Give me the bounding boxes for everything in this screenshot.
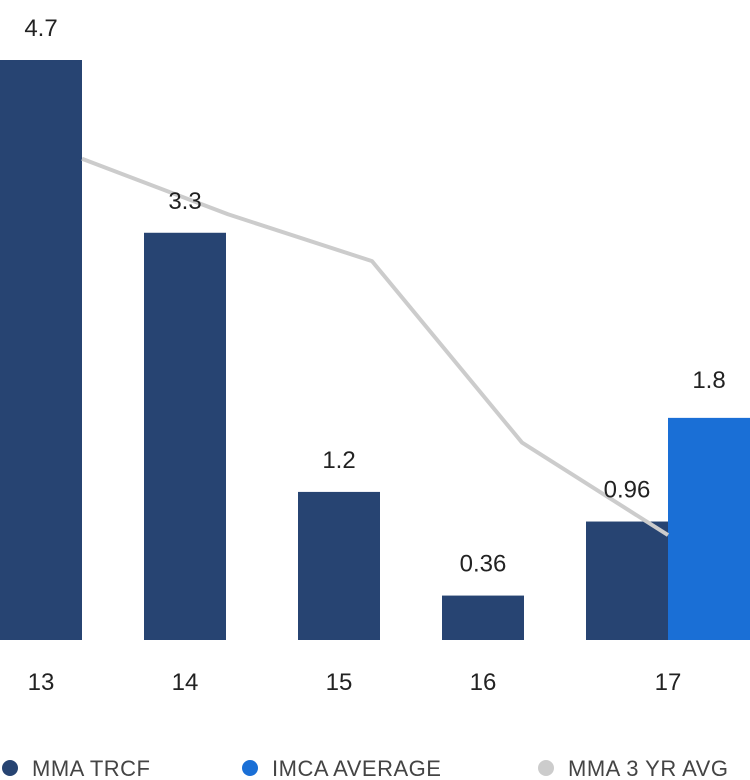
legend-label-2: MMA 3 YR AVG xyxy=(568,756,728,780)
legend-item-2: MMA 3 YR AVG xyxy=(538,756,728,780)
line-mma-3-yr-avg xyxy=(81,156,670,537)
data-label-mma-trcf-13: 4.7 xyxy=(24,15,57,42)
bar-mma-trcf-15 xyxy=(298,491,380,640)
data-label-mma-trcf-17: 0.96 xyxy=(604,477,651,504)
labels-layer: 4.7 3.3 1.2 0.36 0.96 1.8 xyxy=(24,15,725,578)
bar-mma-trcf-14 xyxy=(144,232,226,640)
data-label-imca-average-17: 1.8 xyxy=(692,367,725,394)
bar-mma-trcf-13 xyxy=(0,60,82,640)
legend-marker-1 xyxy=(242,760,258,776)
legend-item-0: MMA TRCF xyxy=(2,756,150,780)
x-tick-label-14: 14 xyxy=(172,669,199,696)
bar-imca-average-17 xyxy=(668,417,750,640)
legend-marker-0 xyxy=(2,760,18,776)
line-layer xyxy=(81,156,670,537)
legend: MMA TRCF IMCA AVERAGE MMA 3 YR AVG xyxy=(2,756,728,780)
data-label-mma-trcf-15: 1.2 xyxy=(322,447,355,474)
x-tick-label-13: 13 xyxy=(28,669,55,696)
legend-marker-2 xyxy=(538,760,554,776)
x-axis-ticks: 13 14 15 16 17 xyxy=(28,669,682,696)
bar-mma-trcf-17 xyxy=(586,521,668,640)
x-tick-label-17: 17 xyxy=(655,669,682,696)
bar-mma-trcf-16 xyxy=(442,595,524,640)
legend-item-1: IMCA AVERAGE xyxy=(242,756,441,780)
data-label-mma-trcf-14: 3.3 xyxy=(168,188,201,215)
x-tick-label-16: 16 xyxy=(470,669,497,696)
data-label-mma-trcf-16: 0.36 xyxy=(460,551,507,578)
x-tick-label-15: 15 xyxy=(326,669,353,696)
legend-label-1: IMCA AVERAGE xyxy=(272,756,441,780)
legend-label-0: MMA TRCF xyxy=(32,756,150,780)
bars-layer xyxy=(0,60,750,640)
